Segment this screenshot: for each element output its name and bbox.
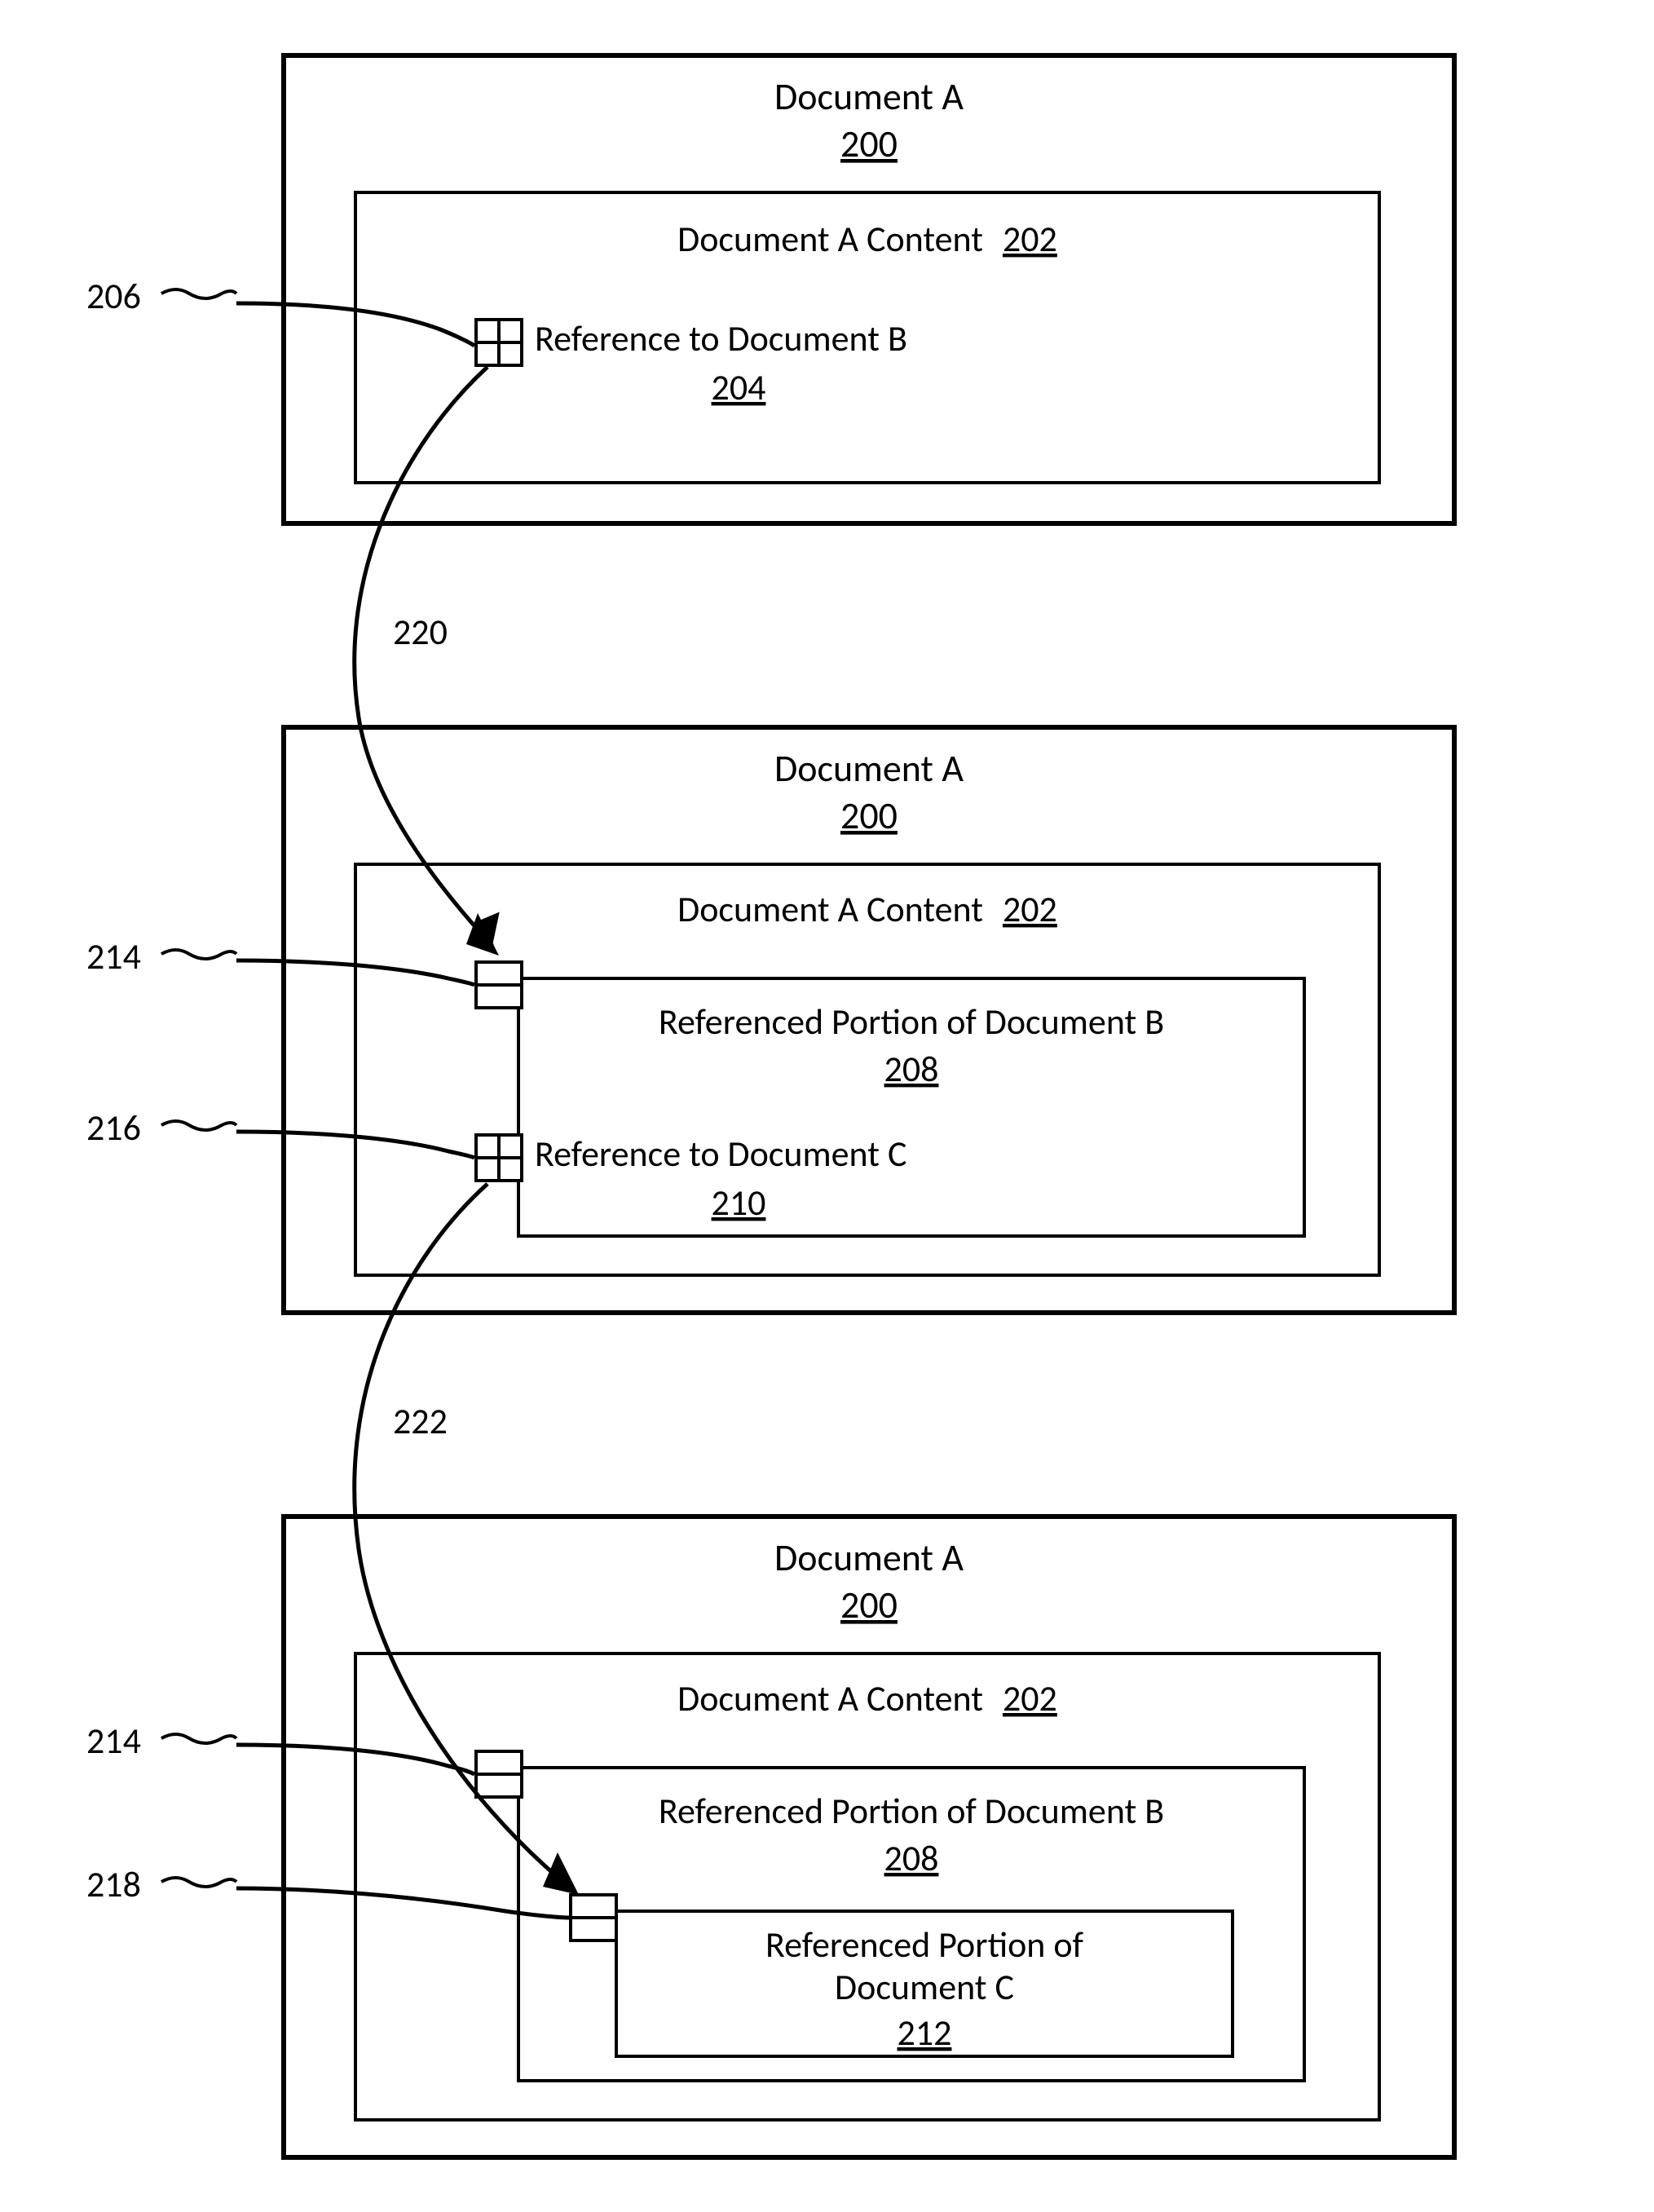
panel-2-content-label: Document A Content: [677, 887, 983, 931]
panel-2-content-row: Document A Content 202: [677, 887, 1057, 931]
leader-squiggle: [161, 950, 236, 959]
panel-2-title: Document A: [774, 746, 964, 792]
panel-2: Document A 200 Document A Content 202 Re…: [284, 727, 1454, 1313]
panel-2-nested-num1: 208: [884, 1047, 939, 1091]
panel-3-title-num: 200: [840, 1583, 898, 1628]
panel-3-nested2-num: 212: [898, 2011, 952, 2055]
leader-squiggle: [161, 1734, 236, 1743]
panel-3-title: Document A: [774, 1535, 964, 1581]
leader-squiggle: [161, 1878, 236, 1887]
panel-2-title-num: 200: [840, 793, 898, 839]
panel-3-inner: [355, 1653, 1379, 2120]
expand-icon[interactable]: [476, 320, 522, 365]
leader-lines: 206 214 216 214 218: [86, 274, 569, 1918]
collapse-icon[interactable]: [571, 1895, 616, 1940]
collapse-icon[interactable]: [476, 1751, 522, 1797]
panel-3-nested2-label2: Document C: [835, 1965, 1014, 2009]
panel-2-nested-label2: Reference to Document C: [535, 1132, 906, 1176]
panel-2-nested-num2: 210: [712, 1181, 766, 1225]
panel-3-content-label: Document A Content: [677, 1676, 983, 1720]
ref-222: 222: [393, 1399, 448, 1443]
ref-218: 218: [86, 1862, 141, 1906]
expand-icon[interactable]: [476, 1135, 522, 1181]
panel-1-content-label: Document A Content: [677, 217, 983, 261]
ref-214a: 214: [86, 934, 141, 978]
panel-3-nested1-label: Referenced Portion of Document B: [659, 1789, 1164, 1833]
panel-1-content-row: Document A Content 202: [677, 217, 1057, 261]
panel-1: Document A 200 Document A Content 202 Re…: [284, 55, 1454, 523]
panel-2-content-num: 202: [1003, 887, 1057, 931]
leader-squiggle: [161, 1121, 236, 1130]
panel-1-ref-label: Reference to Document B: [535, 316, 907, 360]
diagram-canvas: Document A 200 Document A Content 202 Re…: [0, 0, 1654, 2212]
panel-1-title-num: 200: [840, 121, 898, 167]
arrow-220-path: [355, 367, 492, 946]
ref-206: 206: [86, 274, 141, 318]
collapse-icon[interactable]: [476, 962, 522, 1008]
ref-220: 220: [393, 610, 448, 654]
ref-214b: 214: [86, 1719, 141, 1763]
panel-3: Document A 200 Document A Content 202 Re…: [284, 1517, 1454, 2157]
panel-1-ref-num: 204: [712, 365, 766, 409]
ref-216: 216: [86, 1106, 141, 1150]
panel-3-content-num: 202: [1003, 1676, 1057, 1720]
arrow-222-path: [355, 1184, 571, 1888]
leader-squiggle: [161, 289, 236, 298]
panel-1-content-num: 202: [1003, 217, 1057, 261]
panel-3-nested1-num: 208: [884, 1836, 939, 1880]
arrow-222-head: [543, 1852, 579, 1895]
panel-3-content-row: Document A Content 202: [677, 1676, 1057, 1720]
panel-1-title: Document A: [774, 74, 964, 120]
transition-arrows: 220 222: [355, 367, 579, 1895]
panel-3-nested2-label1: Referenced Portion of: [765, 1923, 1084, 1967]
panel-2-nested-label1: Referenced Portion of Document B: [659, 1000, 1164, 1044]
